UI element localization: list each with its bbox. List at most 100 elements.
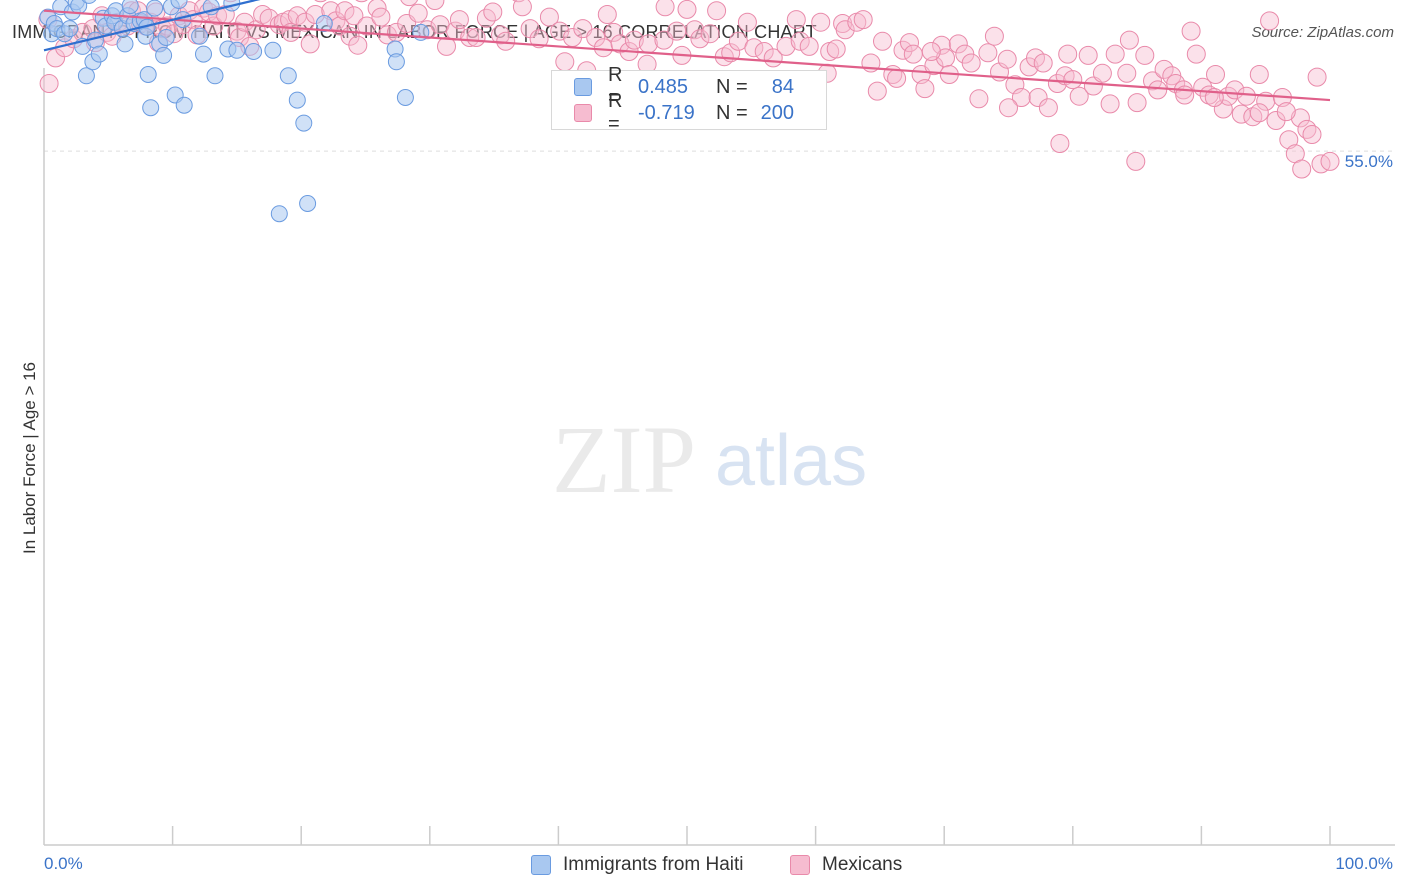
mexicans-point [707, 1, 727, 21]
mexicans-point [437, 36, 456, 56]
bottom-legend-haiti: Immigrants from Haiti [531, 852, 744, 878]
mexicans-point [1105, 44, 1125, 64]
haiti-point [139, 66, 157, 83]
mex-legend-swatch [790, 855, 810, 875]
mexicans-point [776, 36, 796, 56]
mexicans-point [984, 26, 1004, 46]
haiti-point [295, 114, 313, 132]
mexicans-point [466, 28, 486, 47]
haiti-point [206, 67, 224, 85]
trendlines [43, 0, 1331, 102]
correlation-legend: R = 0.485 N = 84 R = -0.719 N = 200 [551, 64, 827, 135]
mexicans-point [690, 29, 710, 49]
haiti-swatch [574, 78, 592, 96]
mexicans-point [887, 68, 907, 88]
mexicans-point [978, 43, 998, 63]
mexicans-point [1290, 108, 1310, 128]
haiti-point [77, 67, 95, 85]
mexicans-point [948, 34, 968, 54]
haiti-point [245, 43, 263, 60]
mexicans-point [1050, 134, 1070, 153]
haiti-point [195, 45, 212, 63]
mexicans-point [799, 36, 819, 56]
haiti-point [299, 195, 317, 212]
mexicans-point [449, 10, 469, 30]
mexicans-point [1038, 98, 1058, 118]
mexicans-point [893, 40, 913, 60]
mexicans-point [700, 24, 720, 44]
legend-r-label: R = [608, 64, 623, 109]
mexicans-point [314, 0, 327, 3]
haiti-point [191, 27, 209, 45]
mexicans-point [604, 22, 624, 42]
mexicans-point [512, 0, 532, 17]
mexicans-point [826, 39, 846, 59]
mexicans-point [1297, 119, 1317, 139]
mexicans-point [1320, 151, 1340, 171]
mexicans-point [638, 34, 658, 54]
mexicans-point [1276, 102, 1296, 122]
x-ticks [171, 826, 1331, 845]
haiti-point [270, 205, 288, 223]
haiti-point [157, 29, 175, 46]
mexicans-point [1078, 45, 1098, 65]
mexicans-point [655, 0, 675, 17]
haiti-point [90, 45, 108, 63]
mexicans-point [1302, 125, 1322, 144]
mexicans-point [1119, 30, 1139, 50]
y-tick-label: 55.0% [1345, 152, 1393, 171]
haiti-point [142, 99, 160, 117]
mexicans-point [685, 20, 705, 40]
legend-r-value-mex: -0.719 [638, 101, 695, 124]
axes [43, 68, 1395, 846]
legend-n-label: N = [716, 101, 748, 124]
mexicans-point [357, 16, 377, 36]
mexicans-point [1126, 151, 1146, 171]
mexicans-point [400, 0, 419, 7]
mexicans-point [903, 44, 923, 64]
mexicans-point [335, 1, 355, 21]
mexicans-point [1117, 63, 1137, 83]
legend-n-value-mex: 200 [760, 101, 794, 124]
legend-row-haiti: R = 0.485 N = 84 [574, 64, 794, 109]
legend-row-mex: R = -0.719 N = 200 [574, 90, 794, 135]
mexicans-point [1206, 65, 1225, 84]
haiti-point [81, 0, 97, 4]
haiti-point [175, 96, 193, 114]
mexicans-point [1069, 86, 1089, 106]
y-axis-label: In Labor Force | Age > 16 [20, 362, 39, 554]
mexicans-point [1011, 88, 1031, 107]
mexicans-point [1148, 80, 1168, 100]
mexicans-point [425, 0, 445, 10]
mexicans-point [900, 33, 919, 53]
haiti-point [288, 91, 306, 109]
haiti-point [121, 0, 139, 15]
mexicans-point [999, 98, 1018, 118]
mexicans-trendline [43, 9, 1331, 102]
mexicans-point [873, 31, 892, 51]
mexicans-point [586, 28, 606, 47]
mexicans-point [597, 5, 617, 24]
haiti-point [228, 41, 246, 59]
mexicans-point [997, 49, 1017, 69]
mexicans-point [867, 81, 887, 101]
mexicans-point [529, 29, 549, 49]
mexicans-point [1033, 53, 1053, 73]
haiti-point [116, 35, 134, 53]
mexicans-point [853, 10, 873, 30]
x-tick-label-max: 100.0% [1335, 854, 1393, 873]
legend-r-value-haiti: 0.485 [638, 75, 689, 98]
mexicans-point [39, 74, 59, 93]
mexicans-point [235, 12, 255, 32]
mexicans-point [1143, 71, 1162, 91]
mexicans-point [1249, 103, 1269, 123]
mexicans-point [744, 38, 764, 58]
mexicans-point [969, 89, 989, 109]
mexicans-point [786, 10, 806, 30]
mexicans-point [1063, 70, 1083, 90]
mexicans-point [1236, 86, 1256, 106]
legend-r-label: R = [608, 90, 623, 135]
watermark-atlas: atlas [715, 421, 867, 501]
mexicans-point [1292, 159, 1312, 179]
